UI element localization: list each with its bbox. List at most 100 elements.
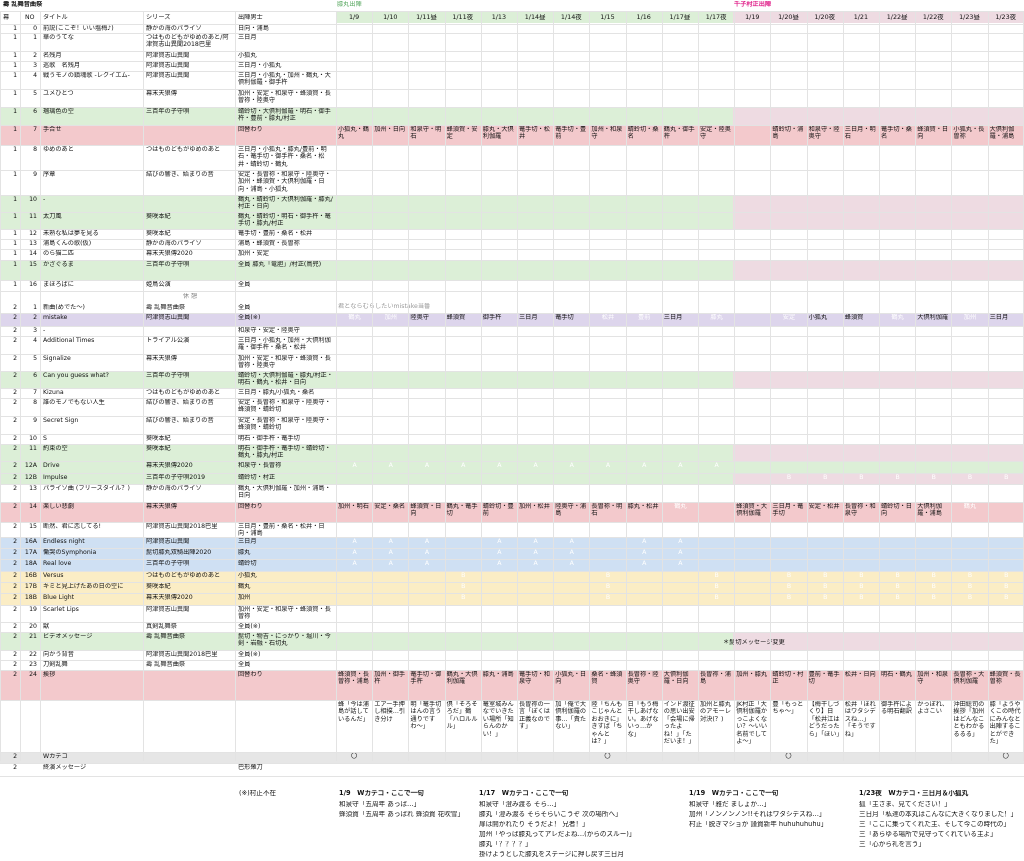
row-act: 2 <box>13 355 17 362</box>
row-cast: 全員 膝丸「竜胆」/村正(鳥兜) <box>238 261 322 268</box>
row-act: 2 <box>13 549 17 556</box>
performer-cell: A <box>533 538 538 545</box>
row-cast: 三日月・小狐丸・加州・大倶利伽羅・御手杵・桑名・松井 <box>238 337 331 352</box>
performer-cell: A <box>352 462 357 469</box>
wcateko-heading: 1/17 Wカテコ・ここで一句 <box>479 790 569 797</box>
row-no: 21 <box>29 633 37 640</box>
grid-hline <box>0 763 1024 764</box>
row-series: 静かの海のパライソ <box>146 25 202 32</box>
performer-cell: 小狐丸・鶴丸 <box>338 126 369 141</box>
row-title: 浦島くんの歌(仮) <box>43 240 92 247</box>
row-title: 前説(ここぞ！いい塩梅♪) <box>43 25 114 32</box>
row-band-pink <box>733 107 1024 125</box>
grid-hline <box>0 11 1024 12</box>
performer-cell: B <box>823 583 828 590</box>
row-no: 8 <box>33 146 37 153</box>
row-cast: 加州 <box>238 594 251 601</box>
row-act: 1 <box>13 196 17 203</box>
grid-hline <box>0 660 1024 661</box>
row-cast: 三日月 <box>238 538 257 545</box>
grid-vline <box>20 11 21 761</box>
row-cast: 全員 <box>238 661 251 668</box>
grid-vline <box>879 11 880 761</box>
performer-cell: 篭手切・桑名 <box>881 126 912 141</box>
grid-hline <box>0 260 1024 261</box>
performer-cell: 加州と膝丸のアモーレ対決(？) <box>700 701 731 723</box>
header-cast: 出陣男士 <box>238 14 263 21</box>
row-cast: 和泉守・長曽祢 <box>238 462 282 469</box>
performer-cell: B <box>895 474 900 481</box>
row-cast: 小狐丸 <box>238 52 257 59</box>
row-no: 16 <box>29 281 37 288</box>
row-band <box>0 593 1024 605</box>
row-cast: 鶴丸 <box>238 583 251 590</box>
row-series: 真剣乱舞祭 <box>146 623 177 630</box>
performer-cell: 蜂須賀・長曽祢・浦島 <box>338 671 369 686</box>
row-series: 壽 乱舞音曲祭 <box>146 661 186 668</box>
performer-cell: 鶴丸・篭手切 <box>446 503 478 518</box>
row-no: 11 <box>29 213 37 220</box>
row-cast: 鶴丸・蜻蛉切・明石・御手杵・篭手切・膝丸/村正 <box>238 213 331 228</box>
grid-hline <box>0 229 1024 230</box>
wcateko-heading: 1/19 Wカテコ・ここで一句 <box>689 790 779 797</box>
date-col-18: 1/23夜 <box>995 14 1017 21</box>
kiyomitsu-label: 膝丸出陣 <box>337 1 362 8</box>
sheet-title: 壽 乱舞音曲祭 <box>3 1 43 8</box>
row-no: 14 <box>29 503 37 510</box>
performer-cell: B <box>931 572 936 579</box>
row-cast: 蜻蛉切・村正 <box>238 474 276 481</box>
row-no: 3 <box>33 62 37 69</box>
row-cast: 明石・御手杵・篭手切・蜻蛉切・鶴丸・膝丸/村正 <box>238 445 331 460</box>
intermission-label: 休 憩 <box>182 293 198 300</box>
grid-hline <box>0 622 1024 623</box>
row-act: 2 <box>13 474 17 481</box>
grid-hline <box>0 444 1024 445</box>
performer-cell: B <box>786 583 792 590</box>
grid-hline <box>0 650 1024 651</box>
grid-vline <box>987 11 989 761</box>
row-band <box>0 571 1024 582</box>
row-cast: 明石・御手杵・篭手切 <box>238 435 300 442</box>
row-act: 2 <box>13 623 17 630</box>
performer-cell: B <box>967 474 973 481</box>
performer-cell: 加州 <box>963 314 977 321</box>
row-title: 手合せ <box>43 126 62 133</box>
wcateko-line: 加州「ノンノンノン!!それはワタシデスね…」 <box>689 811 826 818</box>
performer-cell: 長曽祢・大倶利伽羅 <box>953 671 985 686</box>
performer-cell: エアー手押し相撲…引き分け <box>374 701 406 723</box>
grid-hline <box>0 670 1024 671</box>
row-no: 5 <box>33 90 37 97</box>
row-title: パライソ曲 (フリースタイル？) <box>43 485 130 492</box>
row-act: 1 <box>13 240 17 247</box>
performer-cell: B <box>461 572 466 579</box>
row-no: 15 <box>29 523 37 530</box>
row-series: トライアル公演 <box>146 337 190 344</box>
row-title: ビデオメッセージ <box>43 633 93 640</box>
performer-cell: 蜂須賀・日向 <box>917 126 949 141</box>
grid-hline <box>0 313 1024 314</box>
row-no: 19 <box>29 606 37 613</box>
row-cast: 鶴丸・大倶利伽羅・加州・浦島・日向 <box>238 485 331 500</box>
grid-hline <box>0 537 1024 538</box>
row-act: 2 <box>13 462 17 469</box>
grid-hline <box>0 700 1024 701</box>
row-act: 2 <box>13 753 17 760</box>
row-act: 2 <box>13 445 17 452</box>
row-act: 2 <box>13 661 17 668</box>
performer-cell: 豊前 <box>638 314 651 321</box>
row-cast: 三日月 <box>238 34 257 41</box>
performer-cell: B <box>786 474 792 481</box>
row-series: 静かの海のパライソ <box>146 485 202 492</box>
performer-cell: 大倶利伽羅・日向 <box>663 671 689 686</box>
row-no: 8 <box>33 399 37 406</box>
wcateko-line: 掛けようとした膝丸をステージに押し戻す三日月 <box>479 851 624 858</box>
row-title: 断然、君に恋してる! <box>43 523 101 530</box>
row-act: 2 <box>13 572 17 579</box>
performer-cell: A <box>714 462 719 469</box>
row-title: - <box>43 327 46 334</box>
row-act: 2 <box>13 372 17 379</box>
circle-mark: 〇 <box>351 753 358 760</box>
performer-cell: 蜂須賀・安定 <box>446 126 478 141</box>
row-act: 2 <box>13 314 17 321</box>
